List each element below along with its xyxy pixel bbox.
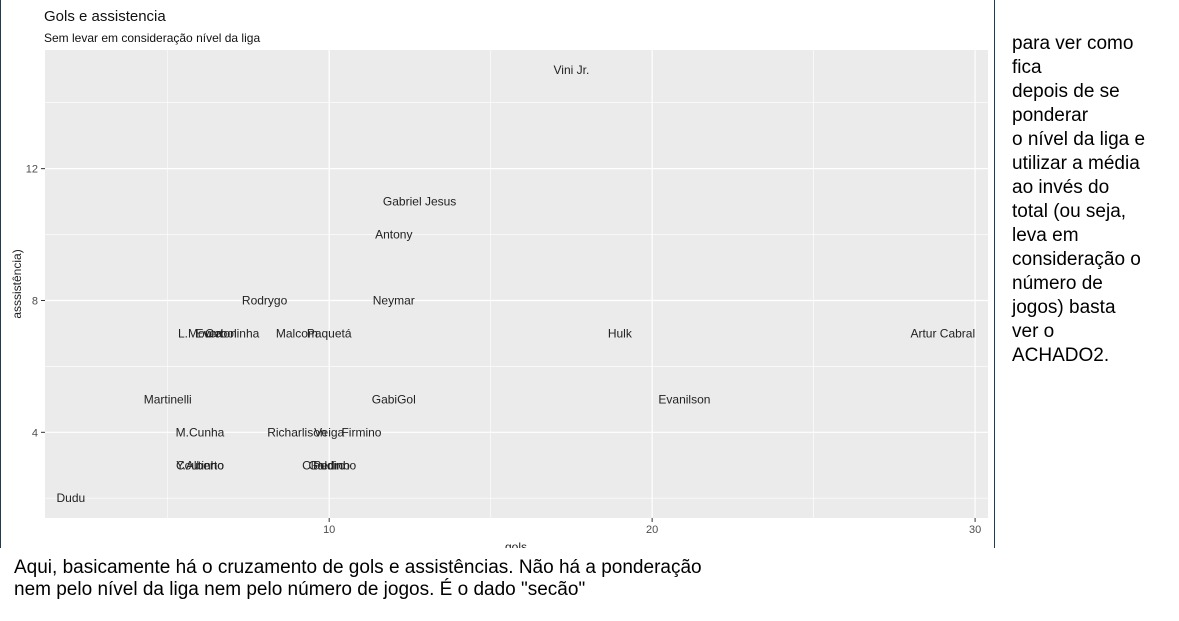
grid-layer	[45, 50, 988, 518]
point-label: Dudu	[56, 491, 85, 505]
chart-frame: Gols e assistencia Sem levar em consider…	[0, 0, 995, 548]
chart-title: Gols e assistencia	[44, 8, 166, 25]
point-label: Neymar	[373, 293, 415, 307]
point-label: Cebolinha	[205, 326, 259, 340]
y-tick-label: 8	[32, 295, 38, 307]
x-tick-label: 10	[323, 524, 335, 536]
point-label-layer: Vini Jr. Gabriel Jesus Antony Rodrygo Neymar…	[56, 63, 975, 505]
bottom-note-line-1: Aqui, basicamente há o cruzamento de gol…	[14, 557, 702, 578]
point-label: Evanilson	[658, 392, 710, 406]
point-label: Rodrygo	[242, 293, 288, 307]
x-axis-title: gols	[505, 540, 527, 548]
point-label: Antony	[375, 228, 412, 242]
point-label: Firmino	[341, 425, 381, 439]
y-axis-title: asssistência)	[10, 249, 24, 318]
point-label: L.Moura	[178, 326, 222, 340]
y-tick-label: 4	[32, 427, 38, 439]
bottom-note-line-2: nem pelo nível da liga nem pelo número d…	[14, 579, 586, 600]
point-label: GabiGol	[372, 392, 416, 406]
point-label: Vini Jr.	[554, 63, 590, 77]
point-label: Richarlison	[267, 425, 326, 439]
point-label: Everton	[195, 326, 236, 340]
bottom-note: Aqui, basicamente há o cruzamento de gol…	[14, 557, 814, 601]
point-label: Galdino	[309, 458, 351, 472]
chart-subtitle: Sem levar em consideração nível da liga	[44, 31, 260, 45]
point-label: Gabriel Jesus	[383, 195, 456, 209]
side-note: para ver como fica depois de se ponderar…	[1012, 33, 1146, 366]
point-label: Hulk	[608, 326, 633, 340]
point-label: M.Cunha	[176, 425, 225, 439]
plot-panel	[45, 50, 988, 518]
point-label: Martinelli	[144, 392, 192, 406]
point-label: Veiga	[314, 425, 344, 439]
scatter-chart: Gols e assistencia Sem levar em consider…	[10, 8, 988, 548]
point-label: Paquetá	[307, 326, 352, 340]
point-label: Malcom	[276, 326, 318, 340]
point-label: Coutinho	[176, 458, 224, 472]
tick-layer: 10 20 30 4 8 12	[26, 164, 981, 536]
point-label: Artur Cabral	[910, 326, 975, 340]
x-tick-label: 20	[646, 524, 658, 536]
point-label: Pedro	[313, 458, 345, 472]
y-tick-label: 12	[26, 164, 38, 176]
point-label: Claudinho	[302, 458, 356, 472]
point-label: Y.Alberto	[176, 458, 224, 472]
x-tick-label: 30	[969, 524, 981, 536]
